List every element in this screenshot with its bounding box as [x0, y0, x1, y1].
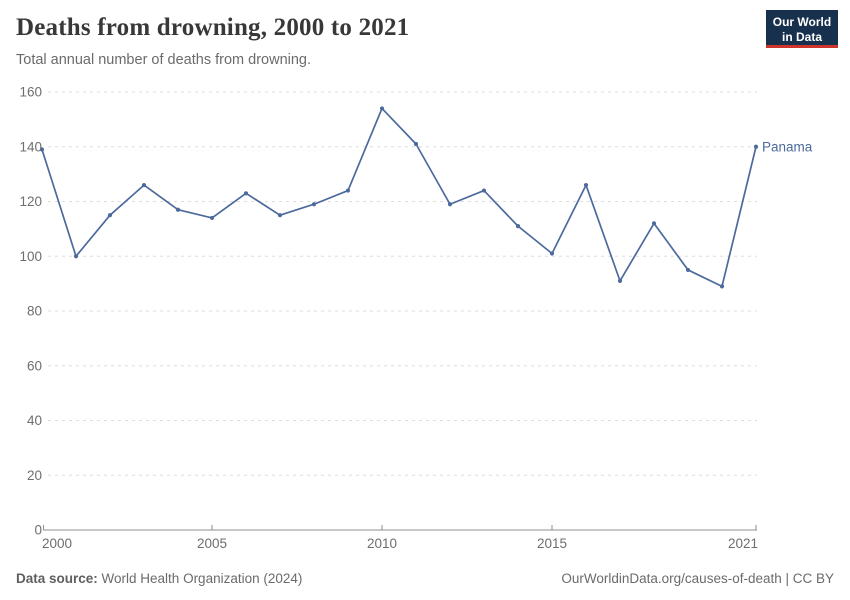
- x-axis-label-2010: 2010: [367, 536, 397, 551]
- data-point-2008[interactable]: [311, 202, 317, 207]
- x-axis-label-2021: 2021: [728, 536, 758, 551]
- data-point-2007[interactable]: [277, 213, 283, 218]
- y-axis-label-80: 80: [27, 304, 42, 319]
- data-point-2018[interactable]: [651, 221, 657, 226]
- data-point-2003[interactable]: [141, 182, 147, 188]
- y-axis-label-160: 160: [19, 85, 42, 100]
- data-point-2014[interactable]: [515, 224, 521, 229]
- data-point-2001[interactable]: [73, 254, 79, 259]
- data-point-2000[interactable]: [39, 147, 45, 152]
- data-source-note: Data source: World Health Organization (…: [16, 571, 302, 586]
- y-axis-label-120: 120: [19, 194, 42, 209]
- y-axis-label-100: 100: [19, 249, 42, 264]
- y-axis-label-60: 60: [27, 358, 42, 373]
- data-point-2002[interactable]: [107, 213, 113, 218]
- data-point-2015[interactable]: [549, 251, 555, 256]
- page-title: Deaths from drowning, 2000 to 2021: [16, 14, 410, 41]
- owid-logo[interactable]: Our World in Data: [766, 10, 838, 48]
- data-point-2013[interactable]: [481, 188, 487, 193]
- data-point-2004[interactable]: [175, 207, 181, 212]
- data-point-2006[interactable]: [243, 191, 249, 196]
- y-axis-label-40: 40: [27, 413, 42, 428]
- data-source-value: World Health Organization (2024): [97, 571, 303, 586]
- owid-logo-line2: in Data: [781, 30, 822, 44]
- x-axis-label-2005: 2005: [197, 536, 227, 551]
- data-point-2020[interactable]: [719, 284, 725, 289]
- data-source-label: Data source:: [16, 571, 98, 586]
- data-point-2012[interactable]: [447, 202, 453, 207]
- data-point-2021[interactable]: [753, 144, 759, 149]
- data-point-2016[interactable]: [583, 182, 589, 188]
- owid-url-link[interactable]: OurWorldinData.org/causes-of-death | CC …: [561, 571, 834, 586]
- data-point-2009[interactable]: [345, 188, 351, 193]
- chart-subtitle: Total annual number of deaths from drown…: [16, 52, 312, 68]
- y-axis-label-20: 20: [27, 468, 42, 483]
- series-label-panama[interactable]: Panama: [762, 139, 813, 154]
- data-point-2010[interactable]: [379, 106, 385, 111]
- owid-logo-line1: Our World: [772, 15, 832, 29]
- chart-footer: Data source: World Health Organization (…: [16, 571, 834, 586]
- y-axis-label-140: 140: [19, 139, 42, 154]
- data-point-2019[interactable]: [685, 267, 691, 273]
- data-point-2011[interactable]: [413, 141, 419, 147]
- data-point-2017[interactable]: [617, 278, 623, 283]
- series-line-panama[interactable]: [41, 107, 757, 288]
- x-axis-label-2015: 2015: [537, 536, 567, 551]
- data-point-2005[interactable]: [209, 215, 215, 221]
- y-axis-label-0: 0: [34, 523, 42, 538]
- x-axis-label-2000: 2000: [42, 536, 72, 551]
